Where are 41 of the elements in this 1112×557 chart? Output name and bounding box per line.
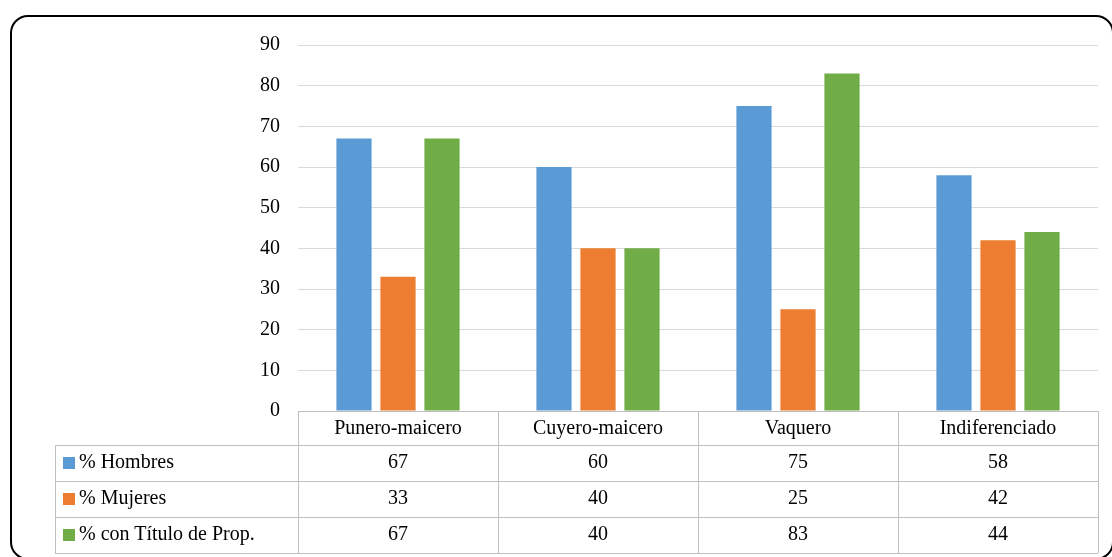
x-tick-label: Punero-maicero [334, 416, 462, 439]
data-label: 44 [988, 522, 1008, 545]
bar [780, 309, 816, 411]
data-label: 67 [388, 522, 408, 545]
bar [424, 138, 460, 411]
data-label: 75 [788, 450, 808, 473]
y-tick-label: 80 [260, 72, 280, 95]
y-tick-label: 0 [270, 398, 280, 421]
y-tick-label: 90 [260, 32, 280, 55]
bar [824, 73, 860, 411]
bar [736, 106, 772, 411]
legend-label: % con Título de Prop. [79, 522, 255, 546]
y-tick-label: 40 [260, 235, 280, 258]
data-label: 60 [588, 450, 608, 473]
data-label: 67 [388, 450, 408, 473]
x-tick-label: Indiferenciado [939, 416, 1057, 439]
x-tick-label: Cuyero-maicero [533, 416, 663, 440]
y-tick-label: 20 [260, 316, 280, 339]
data-label: 25 [788, 486, 808, 509]
bar [936, 175, 972, 411]
x-tick-label: Vaquero [764, 416, 832, 440]
data-label: 40 [588, 522, 608, 545]
data-label: 42 [988, 486, 1008, 509]
legend-label: % Mujeres [79, 486, 167, 510]
y-tick-label: 10 [260, 357, 280, 380]
y-tick-label: 50 [260, 194, 280, 217]
bar [1024, 232, 1060, 411]
bar [336, 138, 372, 411]
data-label: 33 [388, 486, 408, 509]
bar [580, 248, 616, 411]
data-label: 40 [588, 486, 608, 509]
bar [380, 276, 416, 411]
bar [536, 167, 572, 411]
bar [624, 248, 660, 411]
bar [980, 240, 1016, 411]
y-tick-label: 30 [260, 276, 280, 299]
legend-label: % Hombres [79, 450, 175, 473]
data-label: 83 [788, 522, 808, 545]
data-label: 58 [988, 450, 1008, 473]
y-tick-label: 60 [260, 154, 280, 177]
y-tick-label: 70 [260, 113, 280, 136]
